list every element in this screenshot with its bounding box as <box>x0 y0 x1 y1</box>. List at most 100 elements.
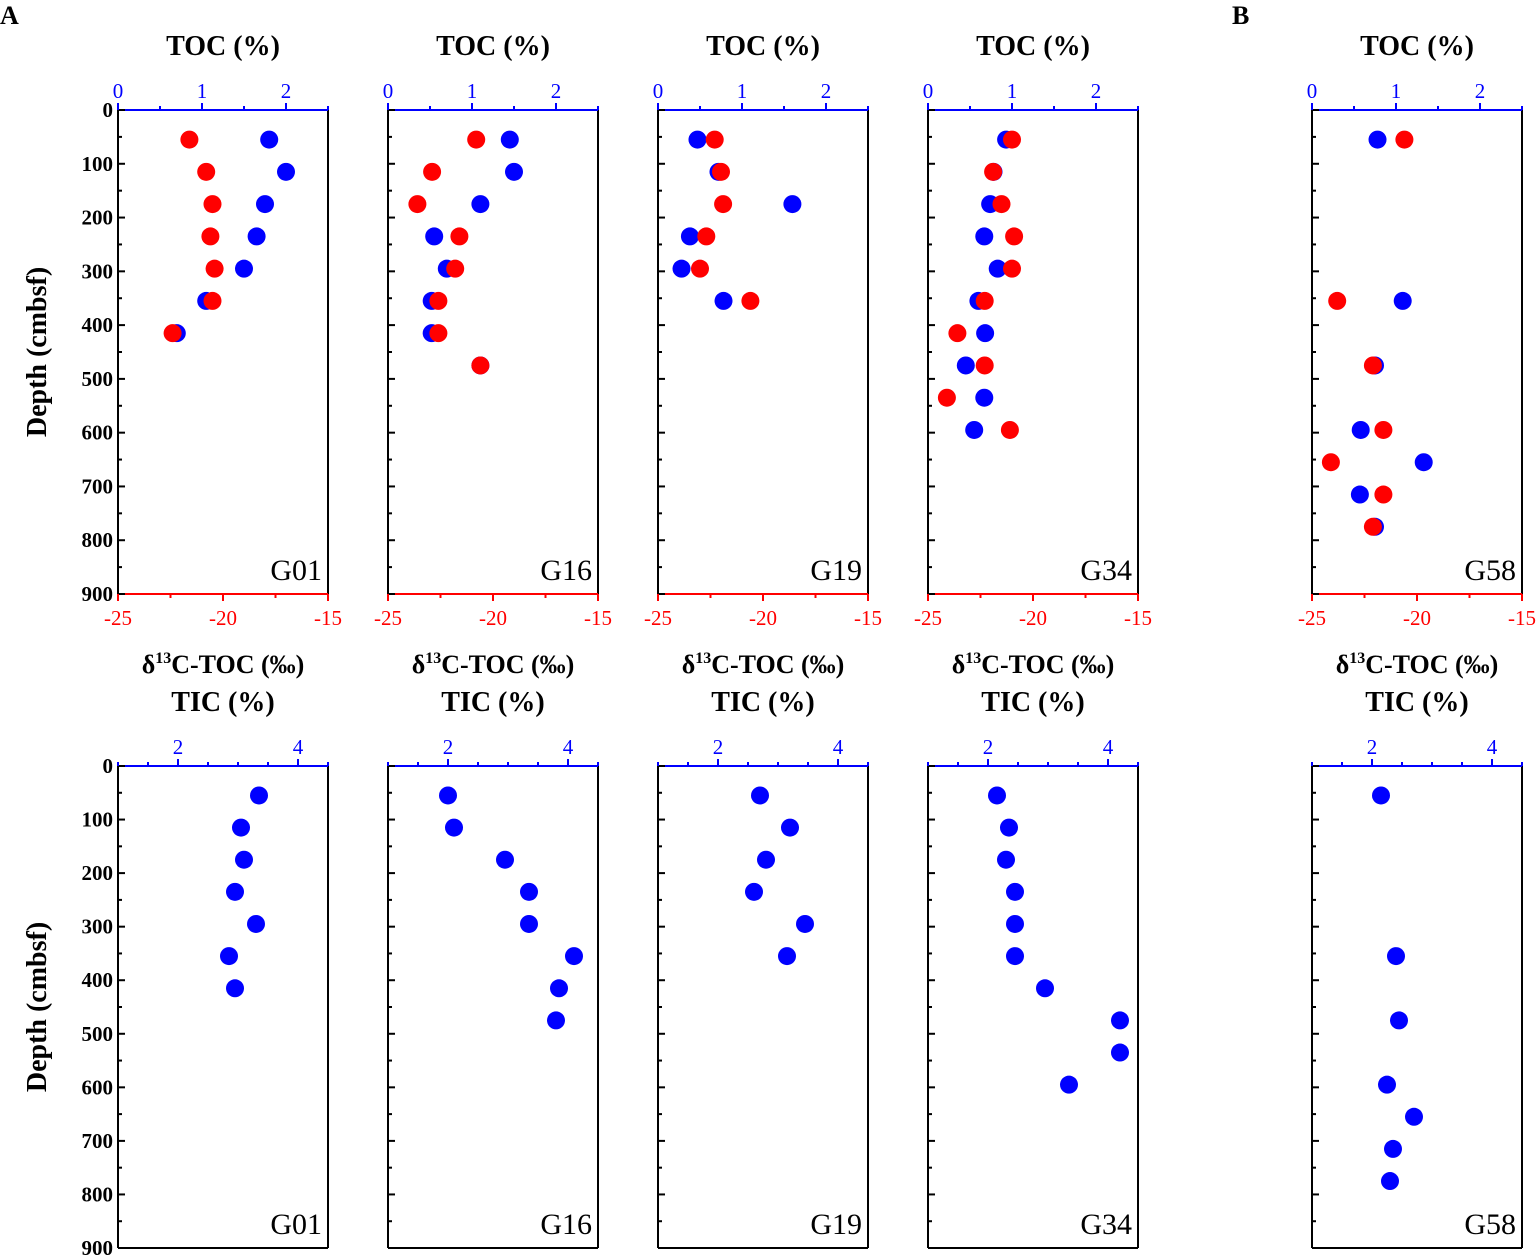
tic-point <box>757 850 775 869</box>
d13c-point <box>1005 227 1024 246</box>
y-tick-label: 800 <box>82 1182 114 1206</box>
bottom-tick-label: -15 <box>584 606 612 630</box>
y-tick-label: 600 <box>82 421 114 445</box>
toc-point <box>425 227 444 246</box>
d13c-point <box>446 259 465 278</box>
tic-point <box>496 850 514 869</box>
tic-point <box>997 850 1015 869</box>
toc-point <box>956 356 975 375</box>
top-tick-label: 4 <box>833 735 844 759</box>
panel-g19-bottom: 2 4 TIC (%) G19 <box>657 687 869 1249</box>
d13c-point <box>197 162 216 181</box>
tic-point <box>520 882 538 901</box>
panel-g01-top: 0 100 200 300 400 500 600 700 800 900 Depth (cmbsf… <box>22 31 342 679</box>
top-tick-label: 2 <box>713 735 724 759</box>
top-tick-label: 2 <box>1091 79 1102 103</box>
tic-point <box>1384 1139 1402 1158</box>
tic-point <box>550 979 568 998</box>
bottom-tick-label: -15 <box>1508 606 1536 630</box>
toc-point <box>247 227 266 246</box>
top-tick-label: 0 <box>1307 79 1318 103</box>
tic-point <box>232 818 250 837</box>
toc-point <box>1414 453 1433 472</box>
tic-point <box>1000 818 1018 837</box>
top-axis-title: TOC (%) <box>1360 31 1474 62</box>
top-tick-label: 4 <box>1103 735 1114 759</box>
d13c-point <box>975 291 994 310</box>
y-tick-label: 500 <box>82 1022 114 1046</box>
site-label: G01 <box>270 554 322 587</box>
top-tick-label: 1 <box>197 79 208 103</box>
toc-point <box>976 324 995 343</box>
panel-label-a: A <box>0 1 19 30</box>
top-tick-label: 4 <box>293 735 304 759</box>
y-tick-label: 300 <box>82 915 114 939</box>
y-tick-label: 0 <box>103 98 114 122</box>
d13c-point <box>1000 420 1019 439</box>
top-tick-label: 4 <box>1487 735 1498 759</box>
toc-point <box>235 259 253 278</box>
top-tick-label: 4 <box>563 735 574 759</box>
bottom-tick-label: -25 <box>374 606 402 630</box>
toc-point <box>256 195 274 214</box>
panel-g01-bottom: 0 100 200 300 400 500 600 700 800 900 Depth (cmbsf… <box>22 687 329 1260</box>
y-tick-label: 400 <box>82 313 114 337</box>
toc-point <box>975 388 994 407</box>
top-axis-title: TIC (%) <box>441 687 544 718</box>
y-tick-label: 0 <box>103 754 114 778</box>
bottom-tick-label: -15 <box>1124 606 1152 630</box>
toc-point <box>965 420 984 439</box>
d13c-point <box>203 195 222 214</box>
tic-point <box>1405 1107 1423 1126</box>
toc-point <box>505 162 523 181</box>
d13c-point <box>1363 517 1382 536</box>
toc-point <box>680 227 699 246</box>
y-tick-label: 300 <box>82 259 114 283</box>
site-label: G19 <box>810 554 862 587</box>
top-axis-title: TIC (%) <box>1365 687 1468 718</box>
bottom-axis-title: δ13C-TOC (‰) <box>952 650 1115 679</box>
top-tick-label: 0 <box>383 79 394 103</box>
bottom-tick-label: -20 <box>479 606 507 630</box>
d13c-point <box>1321 453 1340 472</box>
d13c-point <box>937 388 956 407</box>
top-tick-label: 0 <box>113 79 124 103</box>
toc-point <box>783 195 802 214</box>
site-label: G19 <box>810 1208 862 1241</box>
site-label: G16 <box>540 554 592 587</box>
tic-point <box>1390 1011 1408 1030</box>
toc-point <box>500 130 519 149</box>
d13c-point <box>429 291 448 310</box>
bottom-tick-label: -20 <box>1019 606 1047 630</box>
site-label: G16 <box>540 1208 592 1241</box>
top-axis-title: TIC (%) <box>171 687 274 718</box>
tic-point <box>1111 1011 1129 1030</box>
site-label: G34 <box>1080 1208 1132 1241</box>
top-tick-label: 2 <box>983 735 994 759</box>
d13c-point <box>984 162 1003 181</box>
tic-point <box>1378 1075 1396 1094</box>
tic-point <box>439 786 457 805</box>
top-tick-label: 2 <box>281 79 292 103</box>
tic-point <box>1006 947 1024 966</box>
toc-point <box>1393 291 1412 310</box>
site-label: G01 <box>270 1208 322 1241</box>
y-tick-label: 900 <box>82 582 114 606</box>
d13c-point <box>712 162 730 181</box>
panel-g16-bottom: 2 4 TIC (%) G16 <box>387 687 599 1249</box>
y-axis-label: Depth (cmbsf) <box>22 267 53 437</box>
toc-point <box>988 259 1007 278</box>
toc-point <box>471 195 490 214</box>
top-tick-label: 1 <box>1007 79 1018 103</box>
tic-point <box>1036 979 1054 998</box>
tic-point <box>778 947 796 966</box>
d13c-point <box>1395 130 1414 149</box>
d13c-point <box>741 291 760 310</box>
y-axis-label: Depth (cmbsf) <box>22 922 53 1092</box>
top-axis-title: TIC (%) <box>981 687 1084 718</box>
toc-point <box>260 130 279 149</box>
d13c-point <box>471 356 490 375</box>
tic-point <box>1111 1043 1129 1062</box>
top-tick-label: 2 <box>443 735 454 759</box>
toc-point <box>714 291 733 310</box>
